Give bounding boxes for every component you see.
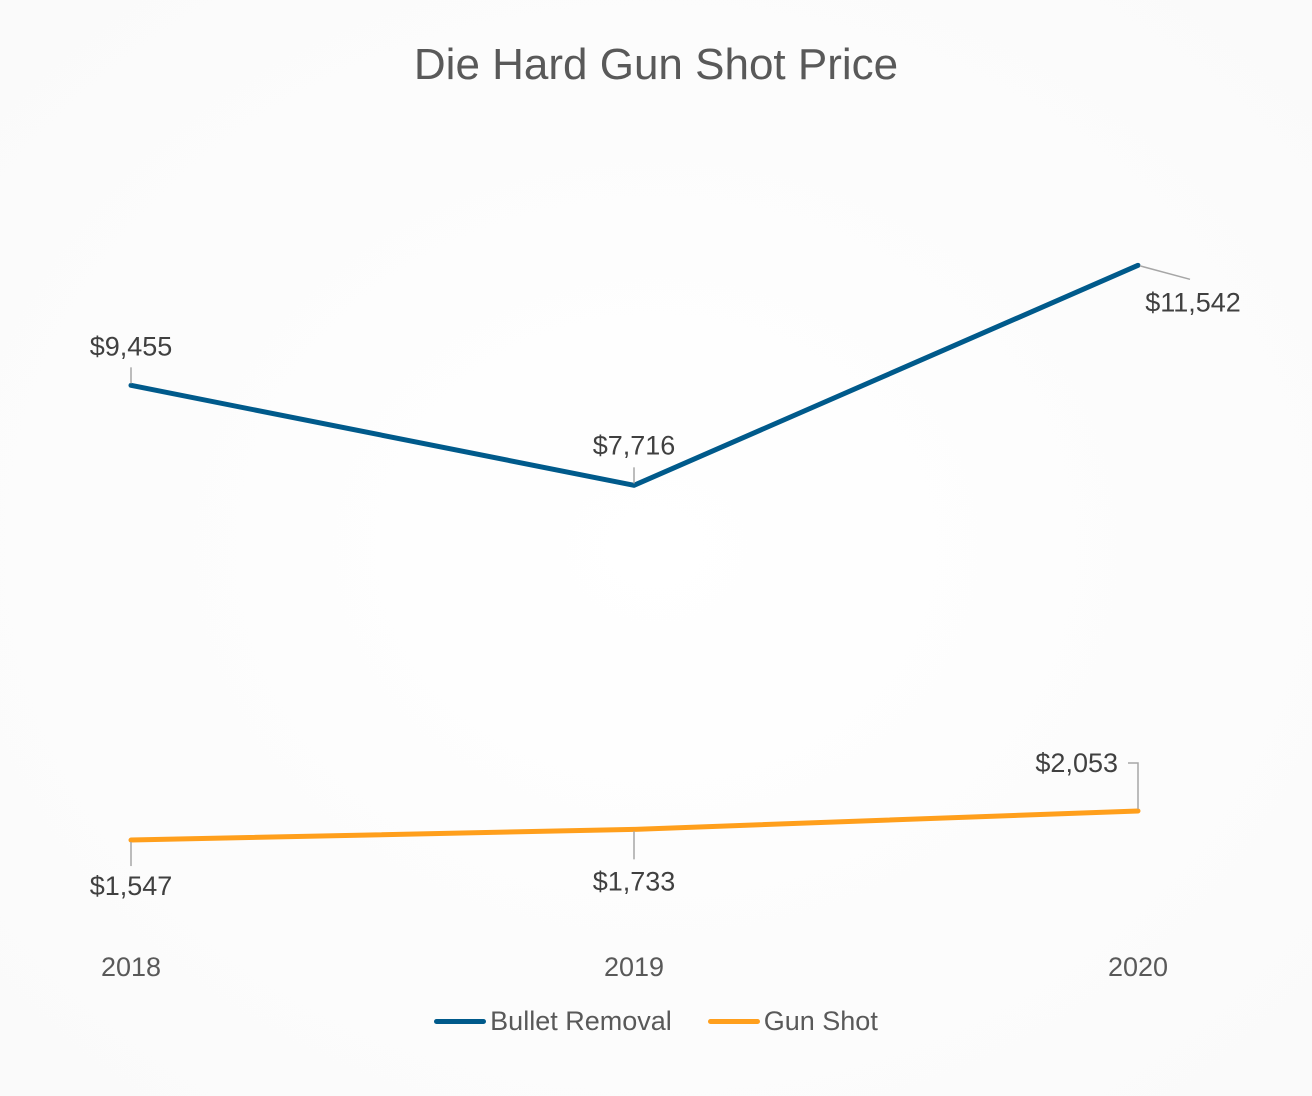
data-label: $1,547 (90, 871, 173, 901)
legend-item-bullet-removal[interactable]: Bullet Removal (434, 1006, 672, 1037)
x-tick-label: 2020 (1108, 952, 1168, 982)
data-label: $9,455 (90, 331, 173, 361)
data-point (632, 483, 636, 488)
chart-title: Die Hard Gun Shot Price (413, 40, 899, 89)
legend-swatch (434, 1019, 487, 1024)
data-label: $1,733 (593, 866, 676, 896)
data-point (1136, 808, 1140, 813)
data-label: $7,716 (593, 430, 676, 460)
data-point (129, 383, 133, 388)
data-label-leader (1128, 762, 1139, 811)
data-point (632, 827, 636, 832)
data-label-leader (1137, 264, 1191, 281)
legend: Bullet Removal Gun Shot (0, 1006, 1312, 1037)
data-point (129, 838, 133, 843)
legend-swatch (707, 1019, 760, 1024)
legend-label: Gun Shot (763, 1006, 878, 1036)
data-label: $11,542 (1145, 287, 1241, 317)
legend-label: Bullet Removal (490, 1006, 672, 1036)
x-tick-label: 2019 (604, 952, 664, 982)
legend-item-gun-shot[interactable]: Gun Shot (707, 1006, 878, 1037)
data-label: $2,053 (1035, 748, 1118, 778)
x-tick-label: 2018 (101, 952, 161, 982)
data-point (1136, 263, 1140, 268)
